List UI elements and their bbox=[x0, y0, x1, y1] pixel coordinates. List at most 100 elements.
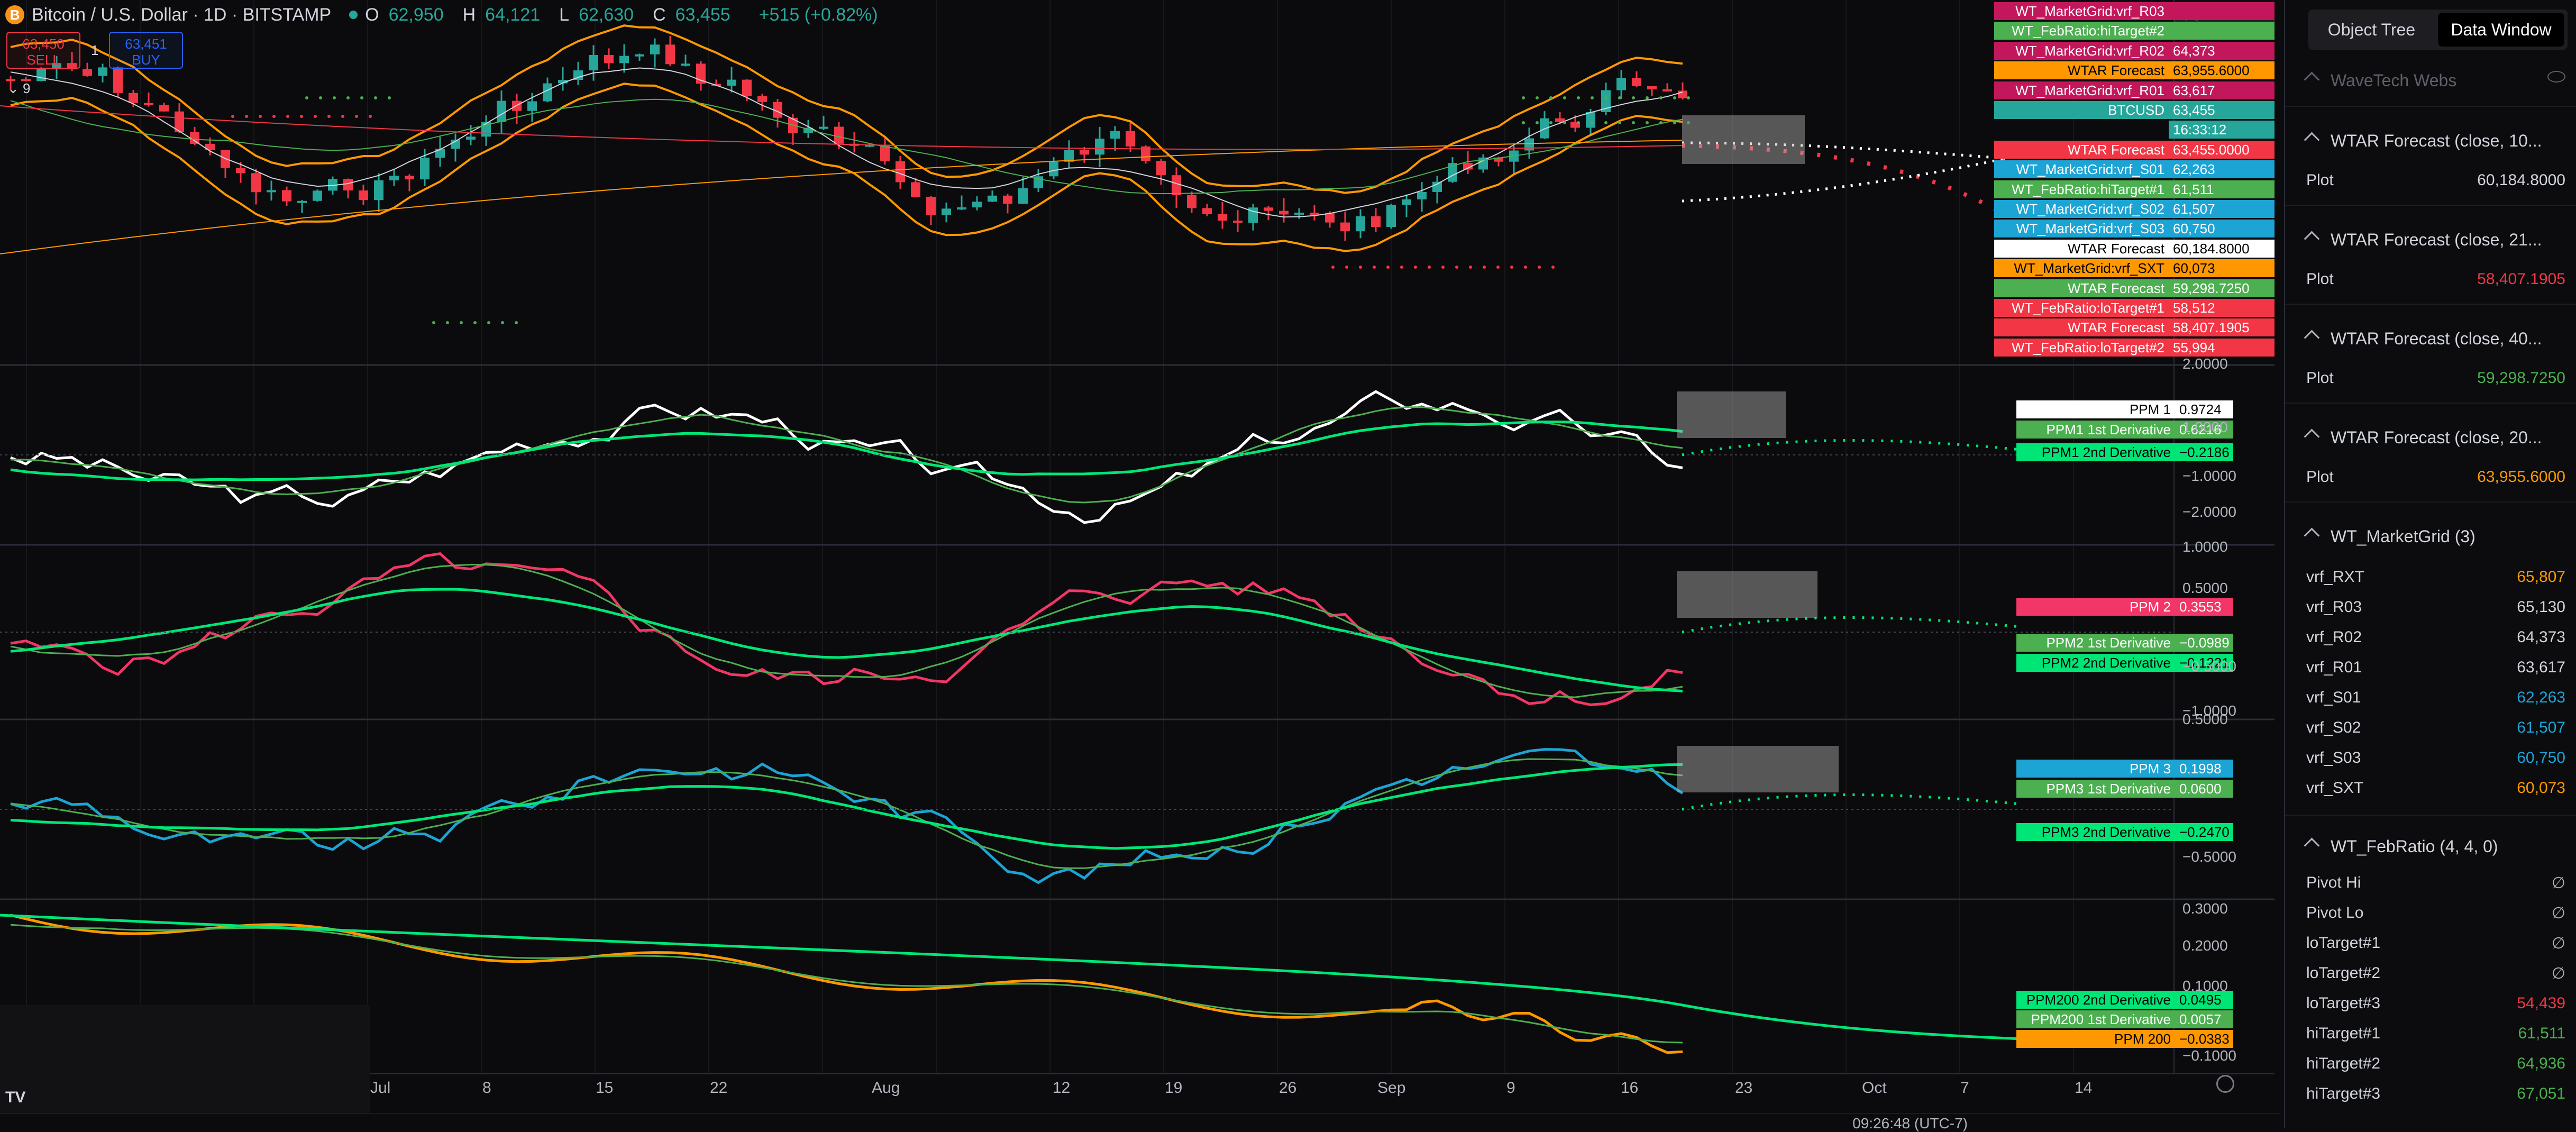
wavetech-section[interactable]: WaveTech Webs bbox=[2304, 71, 2571, 92]
chevron-up-icon bbox=[2304, 428, 2320, 445]
candle-body bbox=[1218, 214, 1227, 221]
price-label-name: WT_MarketGrid:vrf_R03 bbox=[1994, 2, 2169, 20]
row-value: 65,807 bbox=[2517, 568, 2565, 586]
price-label: PPM3 2nd Derivative −0.2470 bbox=[2016, 823, 2233, 841]
sell-button[interactable]: 63,450 SELL bbox=[6, 32, 80, 69]
x-axis-tick: 9 bbox=[1506, 1079, 1515, 1097]
second-derivative-line bbox=[10, 588, 1683, 692]
y-axis-tick: −1.0000 bbox=[2182, 702, 2236, 719]
candle-body bbox=[727, 79, 736, 86]
y-axis-tick: −0.5000 bbox=[2182, 848, 2236, 865]
candle-body bbox=[389, 176, 399, 180]
febratio-section[interactable]: WT_FebRatio (4, 4, 0) bbox=[2304, 837, 2571, 858]
y-axis-tick: 0.2000 bbox=[2182, 937, 2228, 954]
candle-body bbox=[834, 126, 844, 144]
timezone-clock[interactable]: 09:26:48 (UTC-7) bbox=[1852, 1115, 1968, 1131]
price-label-value: 59,298.7250 bbox=[2169, 279, 2274, 297]
level-dot bbox=[1604, 96, 1607, 99]
y-axis-tick: 0.1000 bbox=[2182, 978, 2228, 994]
y-axis-tick: −1.0000 bbox=[2182, 468, 2236, 484]
price-label: WT_FebRatio:loTarget#2 55,994 bbox=[1994, 338, 2274, 357]
candle-body bbox=[282, 190, 291, 202]
data-row: vrf_S02 61,507 bbox=[2306, 719, 2565, 737]
market-open-indicator-icon bbox=[349, 11, 358, 19]
level-dot bbox=[300, 115, 303, 118]
candle-body bbox=[113, 67, 123, 93]
candle-body bbox=[926, 197, 936, 215]
level-dot bbox=[446, 321, 449, 324]
row-value: 63,617 bbox=[2517, 659, 2565, 676]
level-dot bbox=[1577, 121, 1580, 124]
price-label-value bbox=[2169, 2, 2274, 20]
price-label-name: PPM 3 bbox=[2016, 760, 2175, 778]
forecast-line bbox=[1682, 793, 2021, 811]
row-label: loTarget#3 bbox=[2306, 994, 2381, 1012]
forecast-section[interactable]: WTAR Forecast (close, 10... bbox=[2304, 131, 2571, 152]
price-label-value: 0.6216 bbox=[2175, 421, 2233, 439]
data-row: vrf_SXT 60,073 bbox=[2306, 779, 2565, 797]
section-divider bbox=[2285, 403, 2576, 404]
candle-body bbox=[343, 179, 353, 191]
gear-icon[interactable] bbox=[2216, 1075, 2234, 1093]
candle-body bbox=[466, 136, 476, 140]
ohlc-key: O bbox=[365, 4, 379, 25]
candle-body bbox=[1524, 138, 1534, 151]
symbol-title[interactable]: Bitcoin / U.S. Dollar · 1D · BITSTAMP bbox=[32, 4, 332, 25]
candle-body bbox=[757, 96, 767, 102]
envelope-upper-line bbox=[10, 24, 1683, 194]
ma-slow-line bbox=[10, 98, 1683, 195]
level-dot bbox=[501, 321, 504, 324]
candle-body bbox=[1616, 78, 1626, 90]
price-label-value bbox=[2169, 22, 2274, 40]
marketgrid-section[interactable]: WT_MarketGrid (3) bbox=[2304, 527, 2571, 548]
indicators-toggle[interactable]: ⌄ 9 bbox=[7, 80, 31, 96]
row-value: 64,936 bbox=[2517, 1055, 2565, 1072]
level-dot bbox=[473, 321, 477, 324]
level-dot bbox=[374, 96, 377, 99]
chart-area[interactable]: B Bitcoin / U.S. Dollar · 1D · BITSTAMP … bbox=[0, 0, 2280, 1131]
level-dot bbox=[341, 115, 344, 118]
forecast-section[interactable]: WTAR Forecast (close, 20... bbox=[2304, 428, 2571, 449]
level-dot bbox=[355, 115, 358, 118]
forecast-section[interactable]: WTAR Forecast (close, 21... bbox=[2304, 230, 2571, 251]
buy-label: BUY bbox=[132, 52, 160, 68]
candle-body bbox=[205, 143, 215, 150]
eye-hidden-icon[interactable] bbox=[2547, 71, 2565, 83]
level-dot bbox=[1483, 266, 1486, 269]
tab-data-window[interactable]: Data Window bbox=[2438, 13, 2564, 47]
level-dot bbox=[1455, 266, 1458, 269]
level-dot bbox=[1659, 121, 1662, 124]
price-label-name: PPM 1 bbox=[2016, 400, 2175, 418]
tradingview-logo[interactable]: TV bbox=[5, 1089, 26, 1106]
buy-button[interactable]: 63,451 BUY bbox=[109, 32, 183, 69]
price-label-value: 60,750 bbox=[2169, 220, 2274, 238]
ohlc-key: H bbox=[462, 4, 476, 25]
first-derivative-line bbox=[10, 758, 1683, 869]
bottom-toolbar bbox=[0, 1113, 2280, 1128]
price-label: WT_FebRatio:loTarget#1 58,512 bbox=[1994, 299, 2274, 317]
forecast-section[interactable]: WTAR Forecast (close, 40... bbox=[2304, 329, 2571, 350]
x-axis-tick: 23 bbox=[1735, 1079, 1753, 1097]
tab-object-tree[interactable]: Object Tree bbox=[2327, 20, 2416, 39]
price-label: PPM2 1st Derivative −0.0989 bbox=[2016, 634, 2233, 652]
row-label: Plot bbox=[2306, 270, 2334, 288]
forecast-line bbox=[1682, 616, 2021, 634]
x-axis-tick: 26 bbox=[1279, 1079, 1297, 1097]
price-label-name: WT_FebRatio:hiTarget#2 bbox=[1994, 22, 2169, 40]
data-row: loTarget#2 ∅ bbox=[2306, 964, 2565, 983]
price-label: WT_MarketGrid:vrf_R01 63,617 bbox=[1994, 81, 2274, 99]
candle-body bbox=[1233, 221, 1243, 223]
level-dot bbox=[231, 115, 234, 118]
chart-canvas[interactable] bbox=[0, 0, 2280, 1128]
level-dot bbox=[1538, 266, 1541, 269]
candle-body bbox=[374, 180, 383, 200]
ppm200-second-derivative-line bbox=[0, 914, 2127, 1046]
level-dot bbox=[1618, 121, 1621, 124]
row-label: Plot bbox=[2306, 468, 2334, 486]
level-dot bbox=[1345, 266, 1348, 269]
data-row: Plot 59,298.7250 bbox=[2306, 369, 2565, 387]
candle-body bbox=[405, 176, 414, 180]
x-axis-tick: 22 bbox=[710, 1079, 728, 1097]
price-label-value: 0.1998 bbox=[2175, 760, 2233, 778]
mini-chart-preview[interactable] bbox=[0, 1005, 370, 1113]
